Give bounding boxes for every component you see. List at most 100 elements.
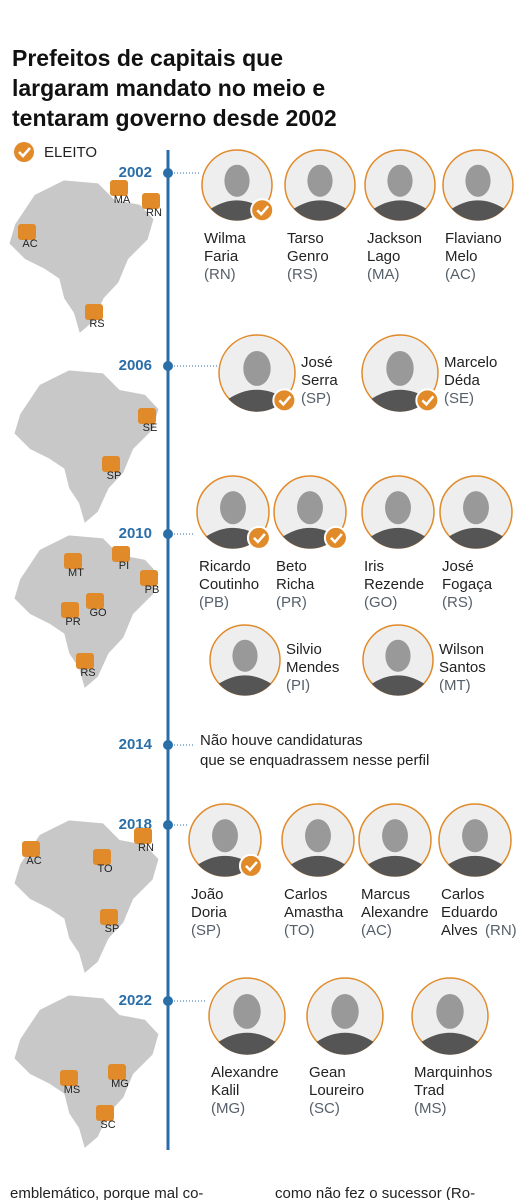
map-state-label: PI bbox=[119, 560, 129, 572]
legend-check bbox=[18, 147, 31, 158]
map-state bbox=[142, 193, 160, 209]
map-state-label: SE bbox=[143, 422, 158, 434]
candidate-state: (SP) bbox=[301, 390, 331, 407]
candidate-state: (PB) bbox=[199, 594, 229, 611]
candidate-name: Marcelo bbox=[444, 354, 497, 371]
candidate-name: Lago bbox=[367, 248, 400, 265]
candidate-name: Kalil bbox=[211, 1082, 239, 1099]
map-state-label: SP bbox=[107, 470, 122, 482]
photo-body bbox=[198, 855, 252, 877]
timeline-dot bbox=[163, 168, 173, 178]
photo-face bbox=[386, 350, 414, 386]
title-line: Prefeitos de capitais que bbox=[12, 45, 283, 71]
elected-check bbox=[253, 533, 266, 544]
candidate-state: (MA) bbox=[367, 266, 400, 283]
photo-body bbox=[291, 855, 345, 877]
title-line: tentaram governo desde 2002 bbox=[12, 105, 337, 131]
map-brazil bbox=[13, 369, 160, 525]
year-label: 2010 bbox=[119, 525, 152, 542]
candidate-state: (AC) bbox=[361, 922, 392, 939]
candidate-name: Carlos bbox=[284, 886, 327, 903]
candidate-name: Carlos bbox=[441, 886, 484, 903]
photo-body bbox=[206, 527, 260, 549]
photo-face bbox=[212, 819, 238, 853]
photo-face bbox=[297, 491, 323, 525]
photo-face bbox=[385, 639, 411, 672]
candidate-name: Iris bbox=[364, 558, 384, 575]
candidate-state: (SP) bbox=[191, 922, 221, 939]
map-brazil bbox=[13, 819, 160, 975]
candidate-name: Marcus bbox=[361, 886, 410, 903]
map-state bbox=[134, 828, 152, 844]
elected-badge bbox=[415, 388, 440, 413]
map-state-label: MG bbox=[111, 1078, 129, 1090]
photo-body bbox=[218, 1032, 276, 1055]
map-state-label: SC bbox=[100, 1119, 115, 1131]
map-state-label: GO bbox=[89, 607, 107, 619]
candidate-state: (PR) bbox=[276, 594, 307, 611]
candidate-name: Ricardo bbox=[199, 558, 251, 575]
photo-body bbox=[371, 389, 429, 412]
map-state bbox=[61, 602, 79, 618]
title-line: largaram mandato no meio e bbox=[12, 75, 325, 101]
candidate-state: (RS) bbox=[442, 594, 473, 611]
photo-body bbox=[371, 527, 425, 549]
candidate-name: Alexandre bbox=[361, 904, 429, 921]
timeline-dot bbox=[163, 740, 173, 750]
photo-face bbox=[307, 164, 333, 197]
elected-badge bbox=[238, 853, 263, 878]
map-state bbox=[100, 909, 118, 925]
candidate-name: Doria bbox=[191, 904, 228, 921]
timeline-dot bbox=[163, 996, 173, 1006]
photo-face bbox=[463, 491, 489, 525]
map-state bbox=[140, 570, 158, 586]
photo-face bbox=[387, 164, 413, 197]
elected-check bbox=[245, 861, 258, 872]
year-label: 2002 bbox=[119, 164, 152, 181]
candidate-name: Trad bbox=[414, 1082, 444, 1099]
photo-face bbox=[243, 350, 271, 386]
photo-body bbox=[421, 1032, 479, 1055]
candidate-name: Jackson bbox=[367, 230, 422, 247]
candidate-state: (MT) bbox=[439, 677, 471, 694]
candidate-name: José bbox=[442, 558, 474, 575]
photo-face bbox=[331, 993, 359, 1029]
candidate-name: Santos bbox=[439, 659, 486, 676]
legend-icon bbox=[14, 142, 34, 162]
map-state bbox=[102, 456, 120, 472]
map-state bbox=[138, 408, 156, 424]
map-state-label: RS bbox=[80, 667, 95, 679]
photo-face bbox=[305, 819, 331, 853]
map-state bbox=[18, 224, 36, 240]
candidate-name: Serra bbox=[301, 372, 338, 389]
timeline-dot bbox=[163, 820, 173, 830]
elected-check bbox=[278, 395, 292, 407]
elected-badge bbox=[272, 388, 297, 413]
year-label: 2014 bbox=[119, 736, 153, 753]
candidate-state: (AC) bbox=[445, 266, 476, 283]
candidate-name: Flaviano bbox=[445, 230, 502, 247]
photo-body bbox=[373, 200, 427, 221]
candidate-name: Déda bbox=[444, 372, 481, 389]
elected-badge bbox=[250, 198, 275, 223]
candidate-name: Fogaça bbox=[442, 576, 493, 593]
map-state bbox=[110, 180, 128, 196]
timeline-dot bbox=[163, 529, 173, 539]
candidate-name: Faria bbox=[204, 248, 239, 265]
map-state-label: RN bbox=[138, 842, 154, 854]
candidate-name: Wilma bbox=[204, 230, 246, 247]
candidate-state: (TO) bbox=[284, 922, 315, 939]
year-label: 2022 bbox=[119, 992, 152, 1009]
candidate-name: José bbox=[301, 354, 333, 371]
photo-body bbox=[293, 200, 347, 221]
photo-face bbox=[232, 639, 258, 672]
candidate-name: João bbox=[191, 886, 224, 903]
map-state bbox=[112, 546, 130, 562]
footer-text: como não fez o sucessor (Ro- bbox=[275, 1185, 475, 1200]
candidate-name: Alves bbox=[441, 922, 478, 939]
map-state-label: RN bbox=[146, 207, 162, 219]
candidate-name: Marquinhos bbox=[414, 1064, 492, 1081]
photo-face bbox=[462, 819, 488, 853]
candidate-name: Silvio bbox=[286, 641, 322, 658]
candidate-state: (MS) bbox=[414, 1100, 447, 1117]
